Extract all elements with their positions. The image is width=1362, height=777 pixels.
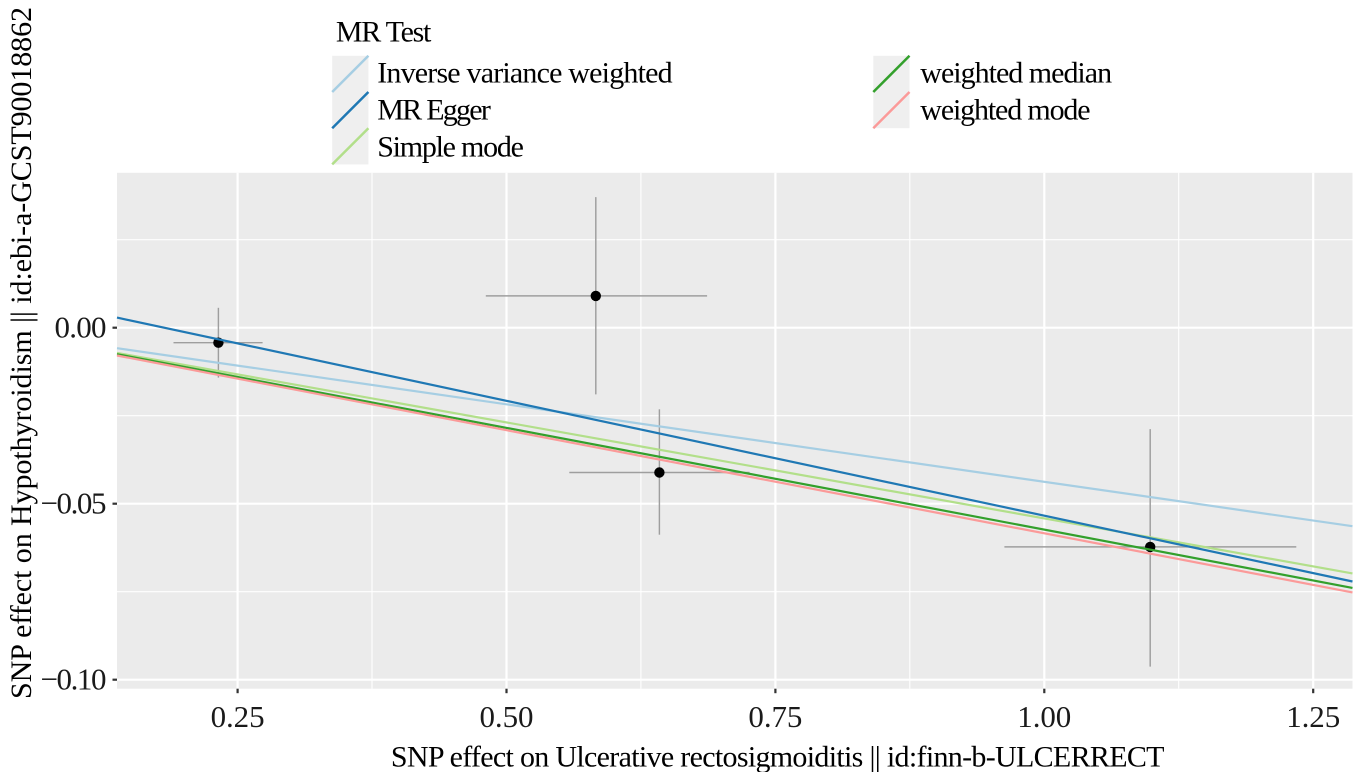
svg-text:MR Egger: MR Egger bbox=[377, 94, 491, 127]
svg-text:1.25: 1.25 bbox=[1286, 699, 1340, 734]
svg-text:Simple mode: Simple mode bbox=[377, 131, 524, 164]
svg-text:SNP effect on Hypothyroidism |: SNP effect on Hypothyroidism || id:ebi-a… bbox=[5, 7, 38, 699]
svg-text:0.75: 0.75 bbox=[748, 699, 802, 734]
svg-text:weighted mode: weighted mode bbox=[920, 94, 1090, 127]
svg-text:MR Test: MR Test bbox=[336, 15, 432, 48]
svg-text:0.00: 0.00 bbox=[55, 310, 107, 345]
svg-text:0.50: 0.50 bbox=[480, 699, 534, 734]
svg-text:−0.05: −0.05 bbox=[41, 486, 107, 521]
svg-text:1.00: 1.00 bbox=[1017, 699, 1071, 734]
svg-text:SNP effect on Ulcerative recto: SNP effect on Ulcerative rectosigmoiditi… bbox=[391, 740, 1165, 772]
svg-text:Inverse variance weighted: Inverse variance weighted bbox=[377, 57, 672, 90]
svg-text:−0.10: −0.10 bbox=[41, 662, 107, 697]
svg-text:0.25: 0.25 bbox=[211, 699, 265, 734]
svg-text:weighted median: weighted median bbox=[920, 57, 1112, 90]
